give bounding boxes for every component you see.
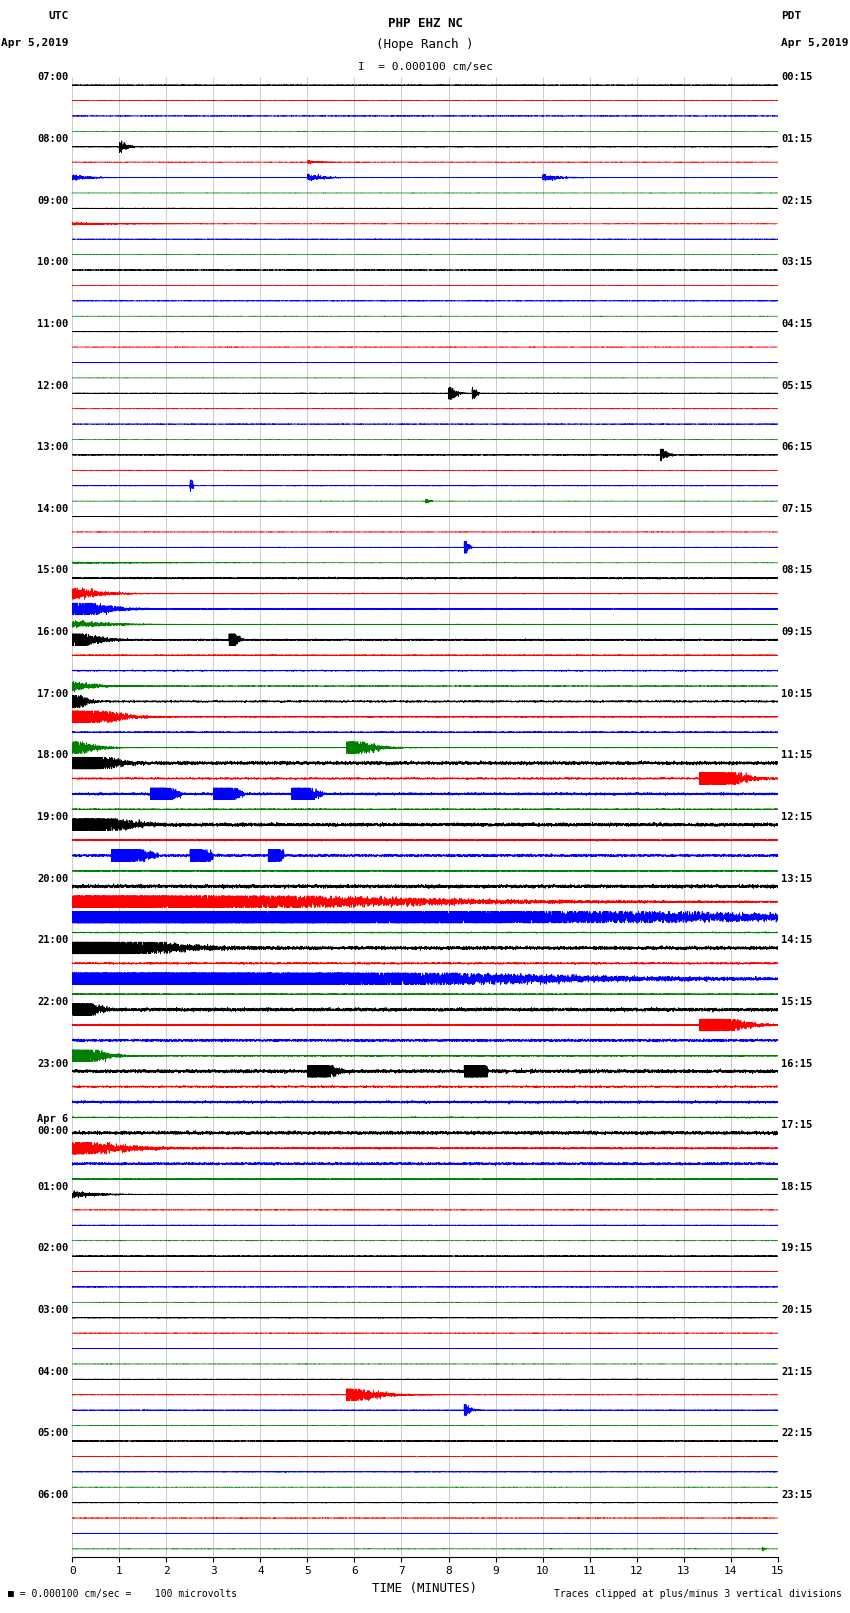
Text: 14:00: 14:00 — [37, 503, 69, 515]
Text: 01:00: 01:00 — [37, 1182, 69, 1192]
Text: 11:00: 11:00 — [37, 319, 69, 329]
Text: 22:00: 22:00 — [37, 997, 69, 1007]
Text: 02:00: 02:00 — [37, 1244, 69, 1253]
Text: 10:15: 10:15 — [781, 689, 813, 698]
Text: 07:15: 07:15 — [781, 503, 813, 515]
Text: 15:15: 15:15 — [781, 997, 813, 1007]
Text: 21:00: 21:00 — [37, 936, 69, 945]
Text: 05:00: 05:00 — [37, 1428, 69, 1439]
Text: Apr 5,2019: Apr 5,2019 — [781, 37, 849, 48]
Text: 12:00: 12:00 — [37, 381, 69, 390]
Text: Apr 6
00:00: Apr 6 00:00 — [37, 1115, 69, 1136]
Text: 15:00: 15:00 — [37, 566, 69, 576]
Text: 06:15: 06:15 — [781, 442, 813, 452]
X-axis label: TIME (MINUTES): TIME (MINUTES) — [372, 1582, 478, 1595]
Text: 04:15: 04:15 — [781, 319, 813, 329]
Text: 17:00: 17:00 — [37, 689, 69, 698]
Text: 12:15: 12:15 — [781, 811, 813, 823]
Text: 09:15: 09:15 — [781, 627, 813, 637]
Text: 19:15: 19:15 — [781, 1244, 813, 1253]
Text: Apr 5,2019: Apr 5,2019 — [1, 37, 69, 48]
Text: PHP EHZ NC: PHP EHZ NC — [388, 18, 462, 31]
Text: 01:15: 01:15 — [781, 134, 813, 144]
Text: 16:00: 16:00 — [37, 627, 69, 637]
Text: 07:00: 07:00 — [37, 73, 69, 82]
Text: 04:00: 04:00 — [37, 1366, 69, 1376]
Text: 09:00: 09:00 — [37, 195, 69, 206]
Text: 18:15: 18:15 — [781, 1182, 813, 1192]
Text: 19:00: 19:00 — [37, 811, 69, 823]
Text: 13:15: 13:15 — [781, 874, 813, 884]
Text: I  = 0.000100 cm/sec: I = 0.000100 cm/sec — [358, 61, 492, 71]
Text: 20:15: 20:15 — [781, 1305, 813, 1315]
Text: 23:00: 23:00 — [37, 1058, 69, 1068]
Text: ■ = 0.000100 cm/sec =    100 microvolts: ■ = 0.000100 cm/sec = 100 microvolts — [8, 1589, 238, 1598]
Text: 21:15: 21:15 — [781, 1366, 813, 1376]
Text: 03:15: 03:15 — [781, 258, 813, 268]
Text: 20:00: 20:00 — [37, 874, 69, 884]
Text: 17:15: 17:15 — [781, 1119, 813, 1131]
Text: 16:15: 16:15 — [781, 1058, 813, 1068]
Text: 13:00: 13:00 — [37, 442, 69, 452]
Text: 02:15: 02:15 — [781, 195, 813, 206]
Text: 05:15: 05:15 — [781, 381, 813, 390]
Text: 14:15: 14:15 — [781, 936, 813, 945]
Text: 08:00: 08:00 — [37, 134, 69, 144]
Text: 23:15: 23:15 — [781, 1490, 813, 1500]
Text: 08:15: 08:15 — [781, 566, 813, 576]
Text: 11:15: 11:15 — [781, 750, 813, 760]
Text: PDT: PDT — [781, 11, 802, 21]
Text: UTC: UTC — [48, 11, 69, 21]
Text: 18:00: 18:00 — [37, 750, 69, 760]
Text: 06:00: 06:00 — [37, 1490, 69, 1500]
Text: 22:15: 22:15 — [781, 1428, 813, 1439]
Text: 03:00: 03:00 — [37, 1305, 69, 1315]
Text: Traces clipped at plus/minus 3 vertical divisions: Traces clipped at plus/minus 3 vertical … — [553, 1589, 842, 1598]
Text: (Hope Ranch ): (Hope Ranch ) — [377, 37, 473, 50]
Text: 00:15: 00:15 — [781, 73, 813, 82]
Text: 10:00: 10:00 — [37, 258, 69, 268]
